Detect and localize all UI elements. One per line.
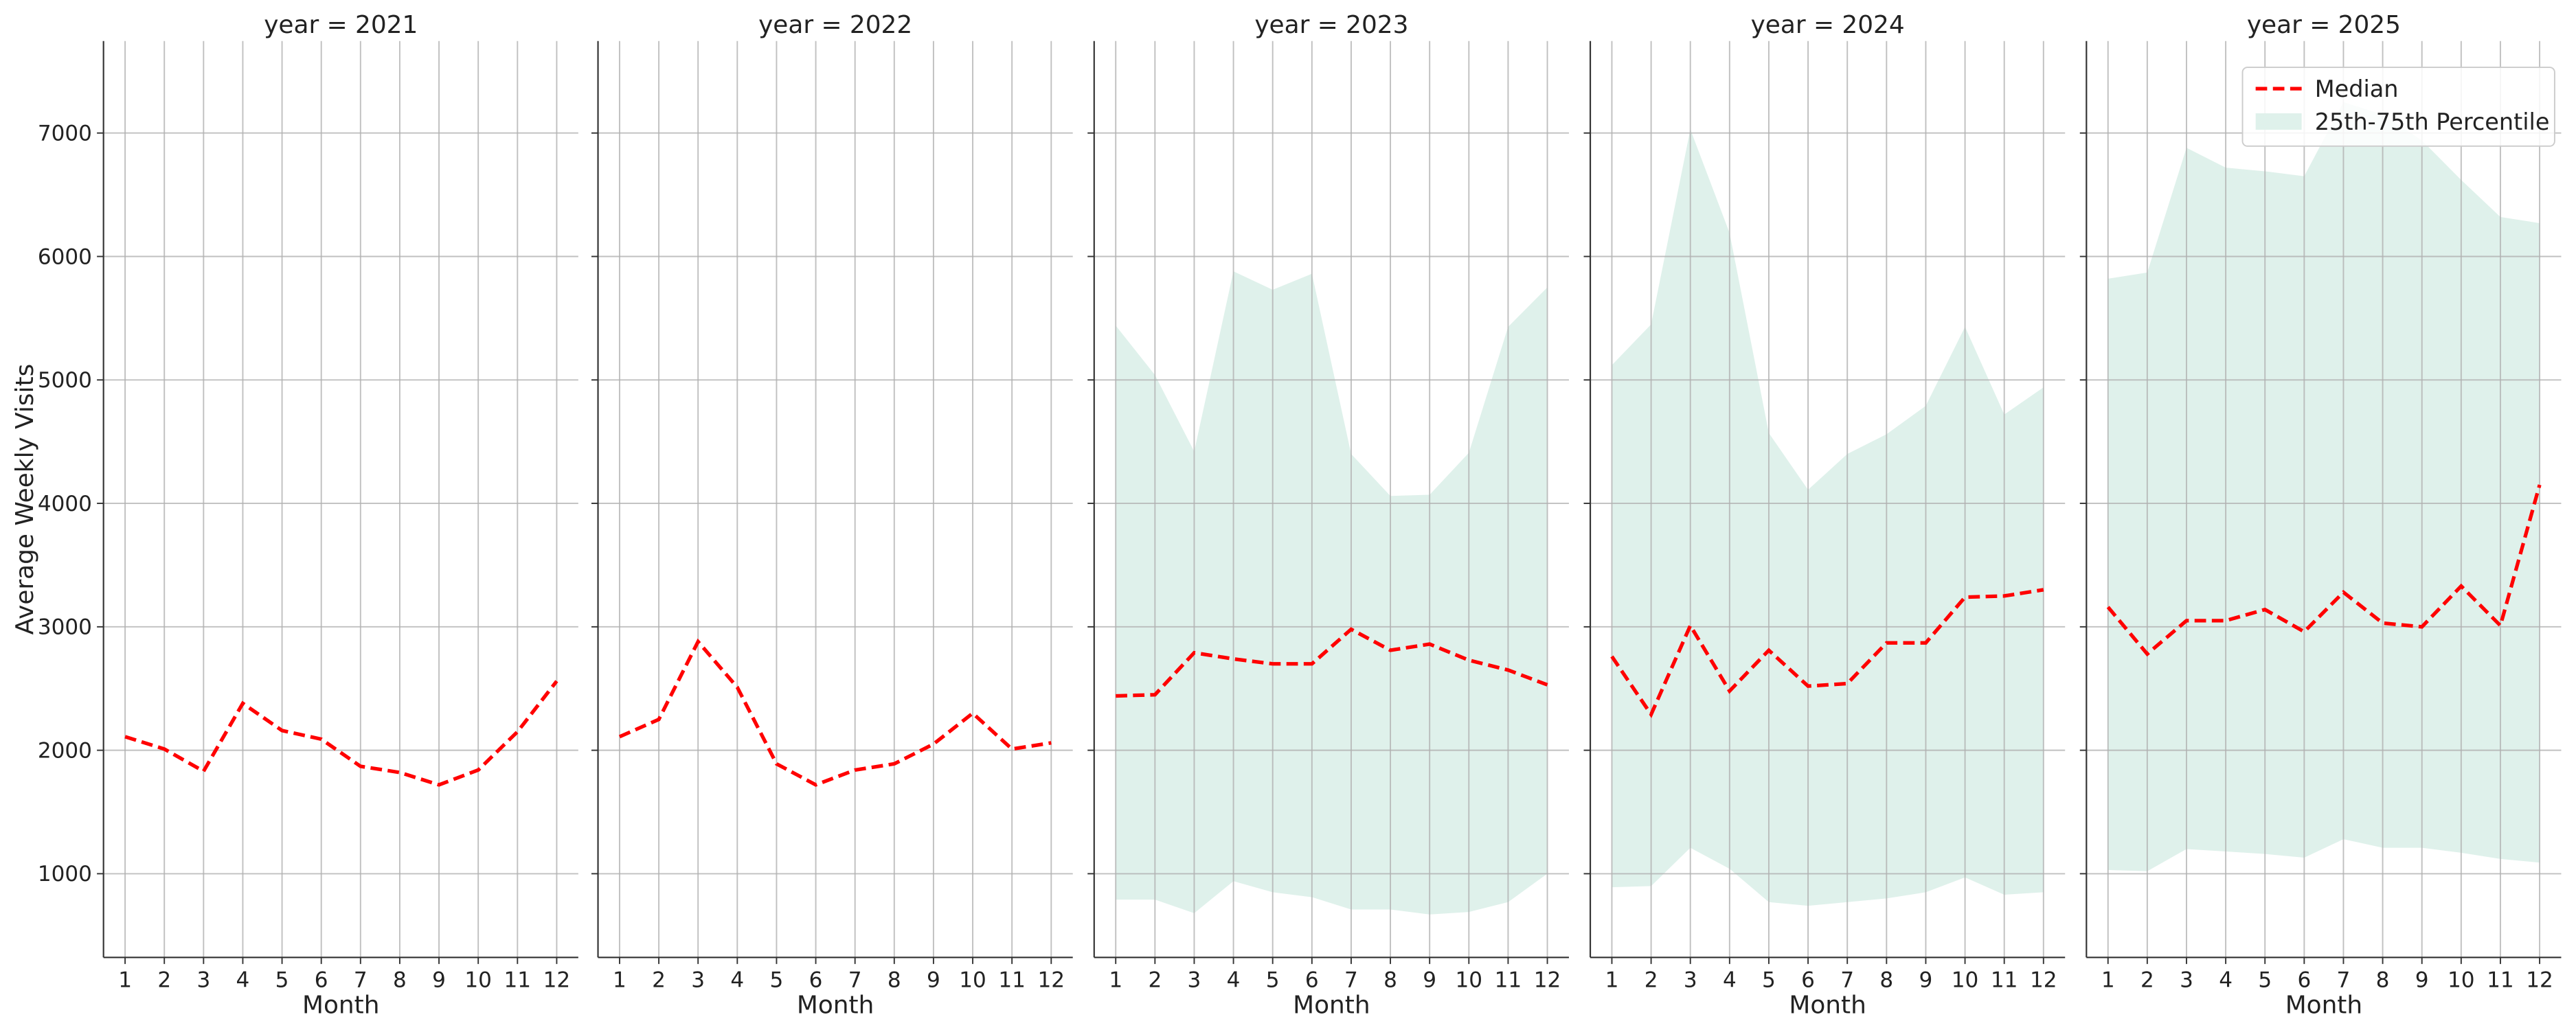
panel-title: year = 2025 [2247, 11, 2401, 39]
panel-title: year = 2022 [758, 11, 912, 39]
legend-label: Median [2315, 76, 2399, 102]
x-tick-label: 7 [848, 968, 862, 992]
x-tick-label: 5 [1762, 968, 1776, 992]
panel-title: year = 2023 [1254, 11, 1408, 39]
x-tick-label: 2 [1645, 968, 1658, 992]
x-tick-label: 5 [1266, 968, 1280, 992]
x-tick-label: 10 [2448, 968, 2475, 992]
median-line [124, 680, 558, 787]
median-line [1610, 588, 2044, 718]
x-tick-label: 3 [1188, 968, 1201, 992]
x-tick-label: 9 [2415, 968, 2429, 992]
x-tick-label: 10 [959, 968, 986, 992]
x-tick-label: 2 [652, 968, 666, 992]
x-tick-label: 11 [1495, 968, 1522, 992]
median-line [1116, 627, 1548, 698]
x-tick-label: 1 [1605, 968, 1619, 992]
x-tick-label: 12 [1038, 968, 1065, 992]
x-tick-label: 4 [236, 968, 250, 992]
x-tick-label: 2 [2140, 968, 2154, 992]
y-tick-label: 5000 [38, 368, 92, 393]
x-axis-label: Month [1293, 992, 1370, 1020]
x-tick-label: 8 [1879, 968, 1893, 992]
x-tick-label: 8 [2376, 968, 2390, 992]
x-tick-label: 11 [504, 968, 532, 992]
x-tick-label: 11 [1991, 968, 2018, 992]
x-tick-label: 4 [730, 968, 744, 992]
x-tick-label: 6 [1801, 968, 1815, 992]
x-tick-label: 7 [1840, 968, 1854, 992]
median-line [618, 638, 1052, 787]
y-tick-label: 2000 [38, 738, 92, 763]
x-tick-label: 10 [464, 968, 492, 992]
x-tick-label: 12 [543, 968, 571, 992]
x-axis-label: Month [302, 992, 379, 1020]
x-tick-label: 12 [2526, 968, 2553, 992]
x-tick-label: 4 [1227, 968, 1241, 992]
x-tick-label: 9 [927, 968, 940, 992]
x-tick-label: 3 [691, 968, 705, 992]
x-tick-label: 12 [1534, 968, 1561, 992]
y-tick-label: 3000 [38, 615, 92, 640]
x-tick-label: 1 [118, 968, 132, 992]
y-tick-label: 4000 [38, 492, 92, 516]
x-tick-label: 3 [2180, 968, 2193, 992]
x-axis-label: Month [2285, 992, 2362, 1020]
x-tick-label: 4 [2219, 968, 2233, 992]
x-tick-label: 7 [354, 968, 368, 992]
x-tick-label: 5 [2258, 968, 2272, 992]
x-tick-label: 1 [613, 968, 626, 992]
x-tick-label: 2 [157, 968, 171, 992]
median-line [2106, 484, 2542, 657]
x-tick-label: 6 [315, 968, 328, 992]
x-tick-label: 11 [2487, 968, 2514, 992]
percentile-band [2108, 102, 2540, 871]
x-tick-label: 7 [1344, 968, 1358, 992]
x-tick-label: 3 [196, 968, 210, 992]
x-tick-label: 6 [1305, 968, 1319, 992]
x-tick-label: 4 [1723, 968, 1737, 992]
x-tick-label: 2 [1148, 968, 1162, 992]
y-tick-label: 6000 [38, 244, 92, 269]
x-tick-label: 5 [770, 968, 784, 992]
x-tick-label: 12 [2030, 968, 2057, 992]
panel-title: year = 2021 [264, 11, 418, 39]
x-tick-label: 7 [2337, 968, 2351, 992]
x-tick-label: 10 [1456, 968, 1483, 992]
percentile-band [1612, 129, 2044, 906]
x-tick-label: 9 [1423, 968, 1436, 992]
y-axis-label: Average Weekly Visits [11, 364, 39, 635]
x-tick-label: 9 [1919, 968, 1933, 992]
x-tick-label: 8 [888, 968, 901, 992]
legend-swatch [2255, 113, 2302, 130]
y-tick-label: 7000 [38, 121, 92, 146]
x-tick-label: 9 [432, 968, 446, 992]
x-axis-label: Month [1789, 992, 1866, 1020]
x-tick-label: 8 [393, 968, 407, 992]
x-tick-label: 1 [2101, 968, 2115, 992]
x-tick-label: 5 [275, 968, 289, 992]
x-tick-label: 8 [1383, 968, 1397, 992]
y-tick-label: 1000 [38, 862, 92, 886]
x-tick-label: 3 [1684, 968, 1697, 992]
x-tick-label: 11 [998, 968, 1026, 992]
panel-title: year = 2024 [1751, 11, 1905, 39]
percentile-band [1116, 271, 1548, 915]
x-tick-label: 1 [1109, 968, 1122, 992]
x-axis-label: Month [797, 992, 874, 1020]
legend-box [2241, 67, 2555, 147]
legend-label: 25th-75th Percentile [2315, 108, 2550, 135]
x-tick-label: 6 [2297, 968, 2311, 992]
x-tick-label: 10 [1952, 968, 1979, 992]
x-tick-label: 6 [809, 968, 823, 992]
